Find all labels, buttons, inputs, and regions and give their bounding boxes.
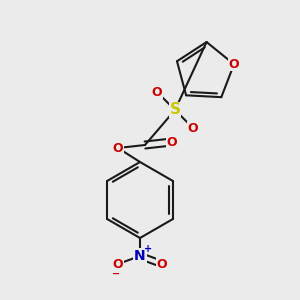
Text: O: O bbox=[113, 142, 123, 154]
Text: O: O bbox=[188, 122, 198, 134]
Text: O: O bbox=[113, 257, 123, 271]
Text: N: N bbox=[134, 249, 146, 263]
Text: S: S bbox=[169, 103, 181, 118]
Text: +: + bbox=[144, 244, 152, 254]
Text: O: O bbox=[229, 58, 239, 71]
Text: O: O bbox=[157, 257, 167, 271]
Text: −: − bbox=[112, 269, 120, 279]
Text: O: O bbox=[152, 85, 162, 98]
Text: O: O bbox=[167, 136, 177, 148]
